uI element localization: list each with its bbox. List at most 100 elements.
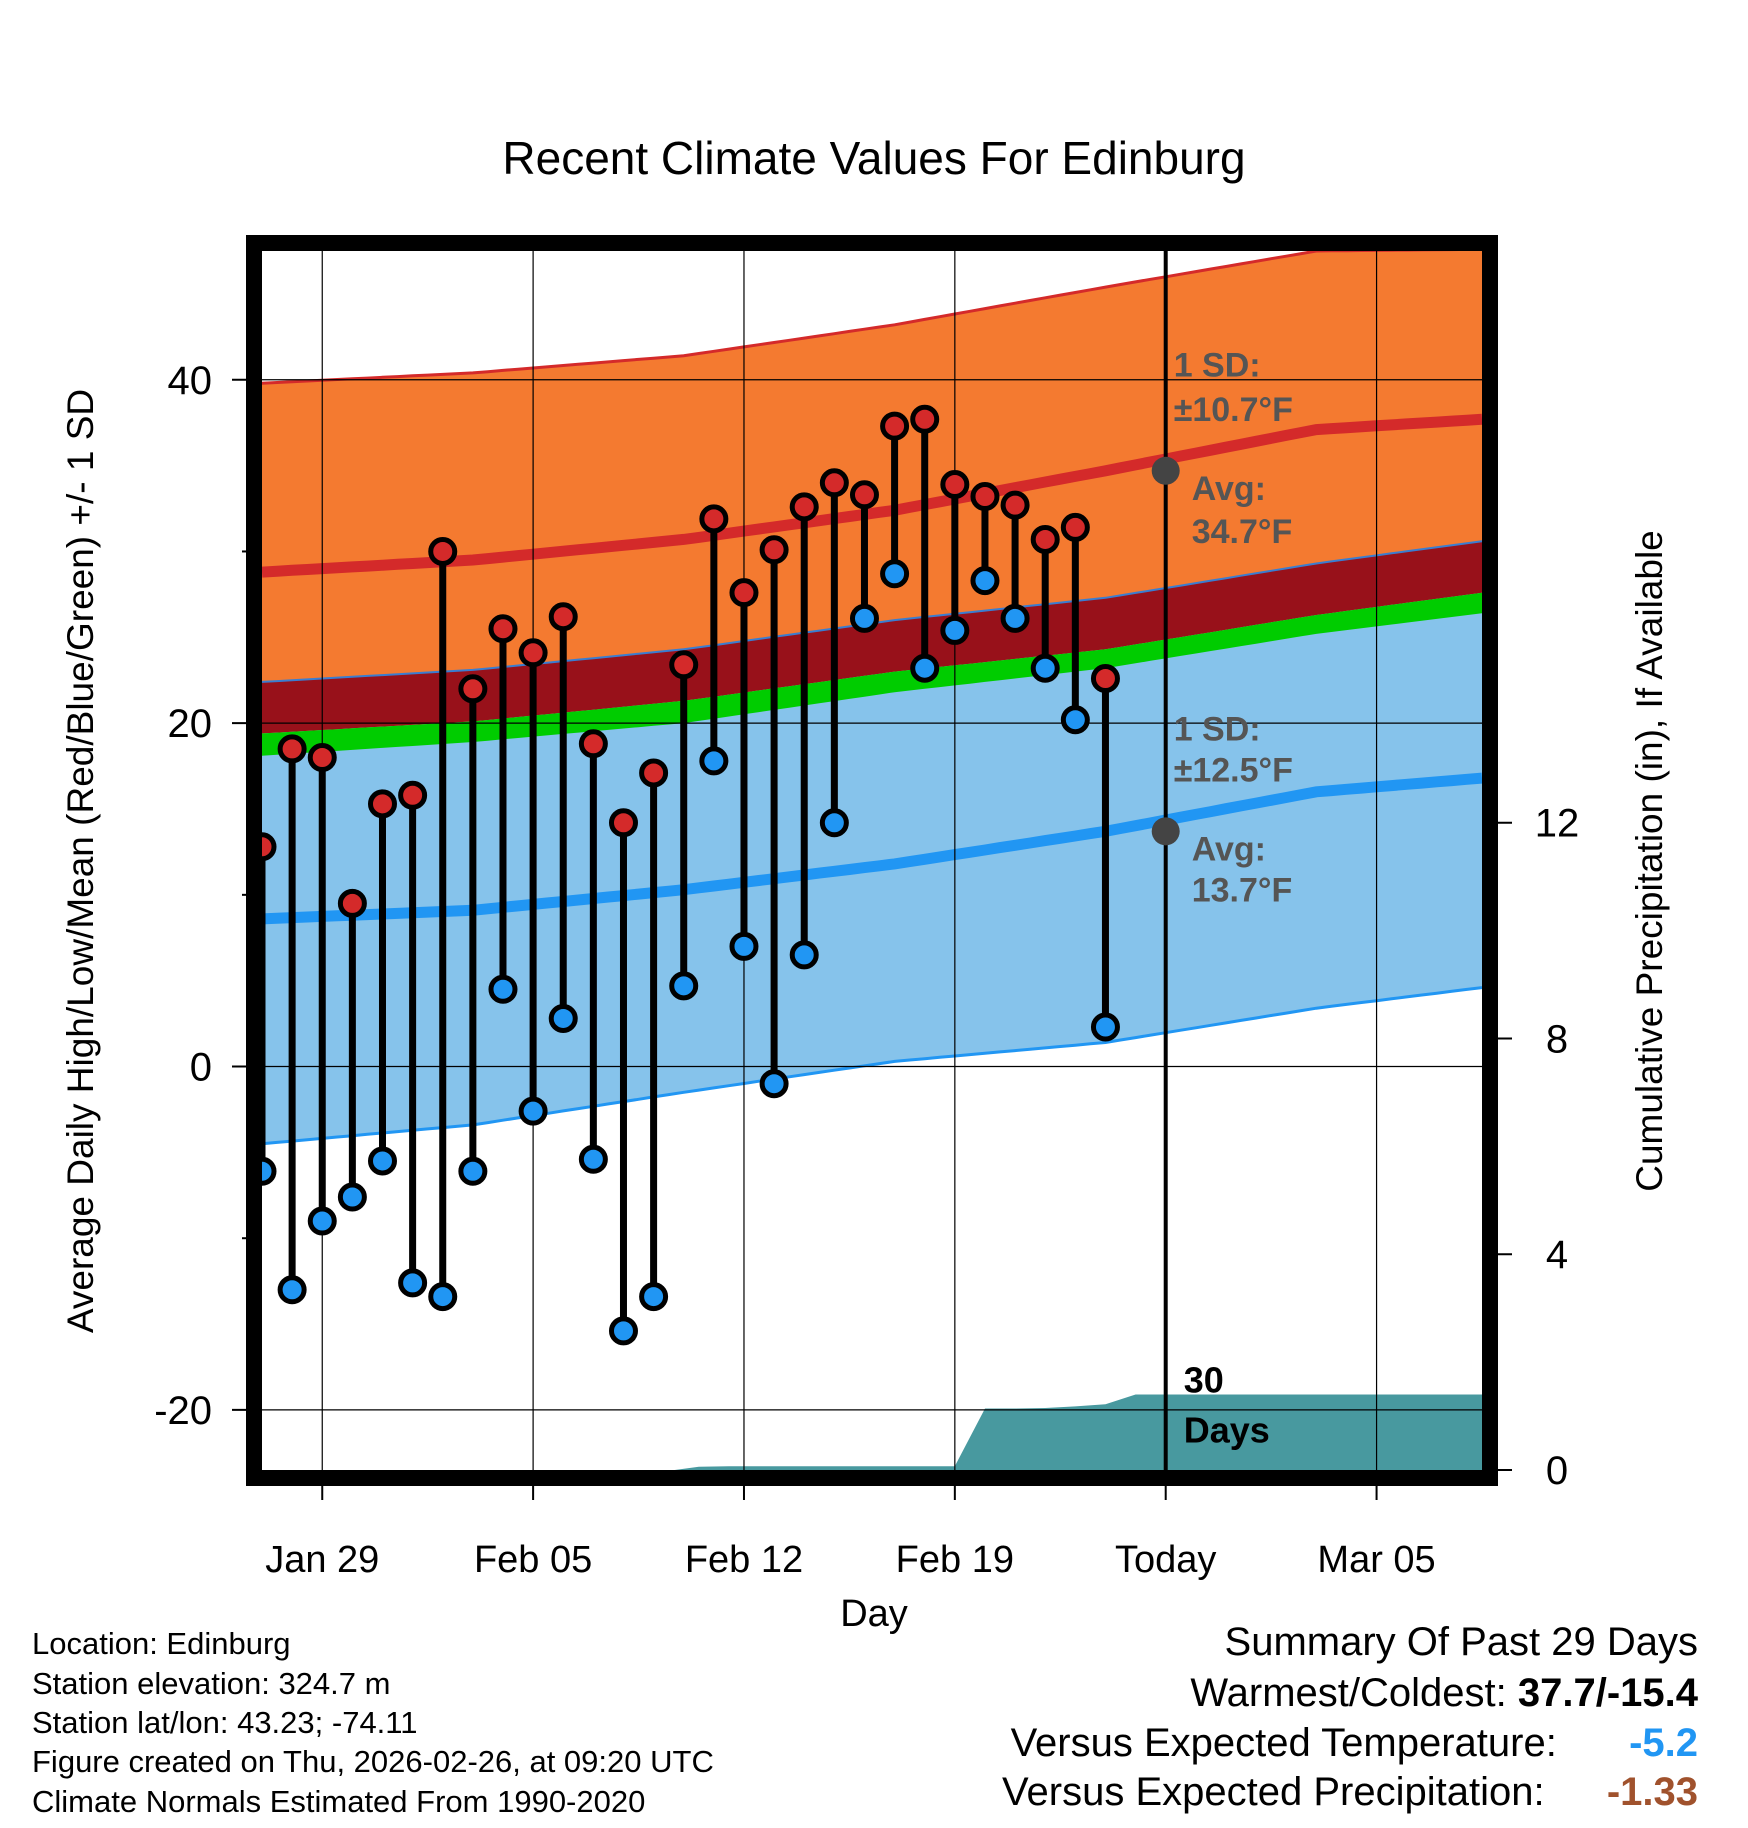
low-avg-value: 13.7°F — [1192, 872, 1293, 910]
high-sd-value: ±10.7°F — [1174, 391, 1293, 429]
daily-high-point — [910, 404, 940, 434]
daily-high-point — [398, 780, 428, 810]
high-avg-value: 34.7°F — [1192, 513, 1293, 551]
daily-high-point — [337, 888, 367, 918]
daily-low-point — [819, 808, 849, 838]
low-avg-marker — [1151, 817, 1180, 846]
daily-high-point — [880, 411, 910, 441]
low-sd-value: ±12.5°F — [1174, 752, 1293, 790]
daily-high-point — [608, 808, 638, 838]
created-text: Figure created on Thu, 2026-02-26, at 09… — [32, 1744, 714, 1779]
x-axis-label: Day — [840, 1593, 908, 1635]
daily-high-point — [578, 729, 608, 759]
daily-high-point — [1090, 664, 1120, 694]
summary-temp: Versus Expected Temperature: -5.2 — [1011, 1723, 1698, 1763]
daily-high-point — [699, 504, 729, 534]
x-tick-label: Feb 12 — [685, 1539, 803, 1581]
daily-low-point — [910, 653, 940, 683]
daily-low-point — [669, 971, 699, 1001]
daily-high-point — [518, 638, 548, 668]
y2-axis-label: Cumulative Precipitation (in), If Availa… — [1629, 530, 1670, 1192]
warm-cold-label: Warmest/Coldest: — [1190, 1671, 1507, 1715]
daily-low-point — [880, 559, 910, 589]
daily-low-point — [759, 1069, 789, 1099]
precip-days-label-2: Days — [1184, 1410, 1270, 1451]
daily-high-point — [277, 734, 307, 764]
daily-high-point — [940, 469, 970, 499]
daily-high-point — [789, 492, 819, 522]
daily-low-point — [488, 974, 518, 1004]
daily-low-point — [729, 931, 759, 961]
daily-low-point — [548, 1003, 578, 1033]
summary-title: Summary Of Past 29 Days — [1224, 1620, 1698, 1664]
daily-high-point — [548, 602, 578, 632]
y2-tick-label: 12 — [1535, 802, 1580, 846]
x-tick-label: Mar 05 — [1317, 1539, 1435, 1581]
latlon-text: Station lat/lon: 43.23; -74.11 — [32, 1705, 418, 1740]
daily-high-point — [1060, 512, 1090, 542]
high-mean-line — [262, 413, 1482, 578]
y2-tick-label: 0 — [1546, 1449, 1568, 1493]
elevation-text: Station elevation: 324.7 m — [32, 1666, 391, 1701]
daily-high-point — [488, 614, 518, 644]
daily-low-point — [367, 1146, 397, 1176]
daily-high-point — [458, 674, 488, 704]
daily-high-point — [367, 789, 397, 819]
high-upper-line — [262, 251, 1460, 385]
location-text: Location: Edinburg — [32, 1626, 291, 1661]
daily-low-point — [1000, 603, 1030, 633]
daily-low-point — [849, 603, 879, 633]
daily-low-point — [337, 1182, 367, 1212]
summary-warm-cold: Warmest/Coldest: 37.7/-15.4 — [1190, 1673, 1698, 1713]
y2-tick-label: 4 — [1546, 1233, 1568, 1277]
daily-low-point — [940, 615, 970, 645]
daily-high-point — [307, 742, 337, 772]
normals-text: Climate Normals Estimated From 1990-2020 — [32, 1784, 646, 1819]
daily-high-point — [1030, 524, 1060, 554]
y-axis-label: Average Daily High/Low/Mean (Red/Blue/Gr… — [60, 389, 101, 1333]
daily-low-point — [428, 1282, 458, 1312]
y-tick-label: -20 — [154, 1389, 212, 1433]
daily-low-point — [970, 566, 1000, 596]
warm-cold-value: 37.7/-15.4 — [1517, 1671, 1698, 1715]
mean-sd-band — [262, 592, 1482, 756]
daily-low-point — [307, 1206, 337, 1236]
temp-value: -5.2 — [1629, 1721, 1698, 1765]
daily-high-point — [729, 578, 759, 608]
daily-low-point — [398, 1268, 428, 1298]
daily-high-point — [262, 832, 277, 862]
chart-title: Recent Climate Values For Edinburg — [502, 132, 1245, 184]
overlap-band — [262, 541, 1482, 734]
low-mean-line — [262, 772, 1482, 925]
daily-high-point — [1000, 490, 1030, 520]
daily-high-point — [759, 535, 789, 565]
daily-low-point — [578, 1144, 608, 1174]
daily-low-point — [262, 1156, 277, 1186]
y2-tick-label: 8 — [1546, 1017, 1568, 1061]
high-avg-marker — [1151, 456, 1180, 485]
daily-high-point — [819, 468, 849, 498]
y-tick-label: 40 — [168, 359, 213, 403]
daily-low-point — [1030, 653, 1060, 683]
y-tick-label: 20 — [168, 702, 213, 746]
precip-days-label: 30 — [1184, 1360, 1224, 1401]
plot-frame — [246, 235, 1498, 1486]
axes: Jan 29 Feb 05 Feb 12 Feb 19 Today Mar 05 -20 0 2… — [154, 235, 1580, 1581]
x-tick-label: Jan 29 — [265, 1539, 379, 1581]
precip-area — [262, 1394, 1482, 1470]
daily-low-point — [699, 746, 729, 776]
daily-low-point — [789, 940, 819, 970]
daily-low-point — [518, 1096, 548, 1126]
daily-low-point — [1090, 1012, 1120, 1042]
daily-low-point — [458, 1156, 488, 1186]
daily-low-point — [608, 1316, 638, 1346]
daily-low-point — [639, 1282, 669, 1312]
x-tick-label: Today — [1115, 1539, 1216, 1581]
daily-high-point — [849, 480, 879, 510]
daily-low-point — [277, 1275, 307, 1305]
x-tick-label: Feb 05 — [474, 1539, 592, 1581]
daily-high-point — [639, 758, 669, 788]
daily-high-point — [669, 650, 699, 680]
